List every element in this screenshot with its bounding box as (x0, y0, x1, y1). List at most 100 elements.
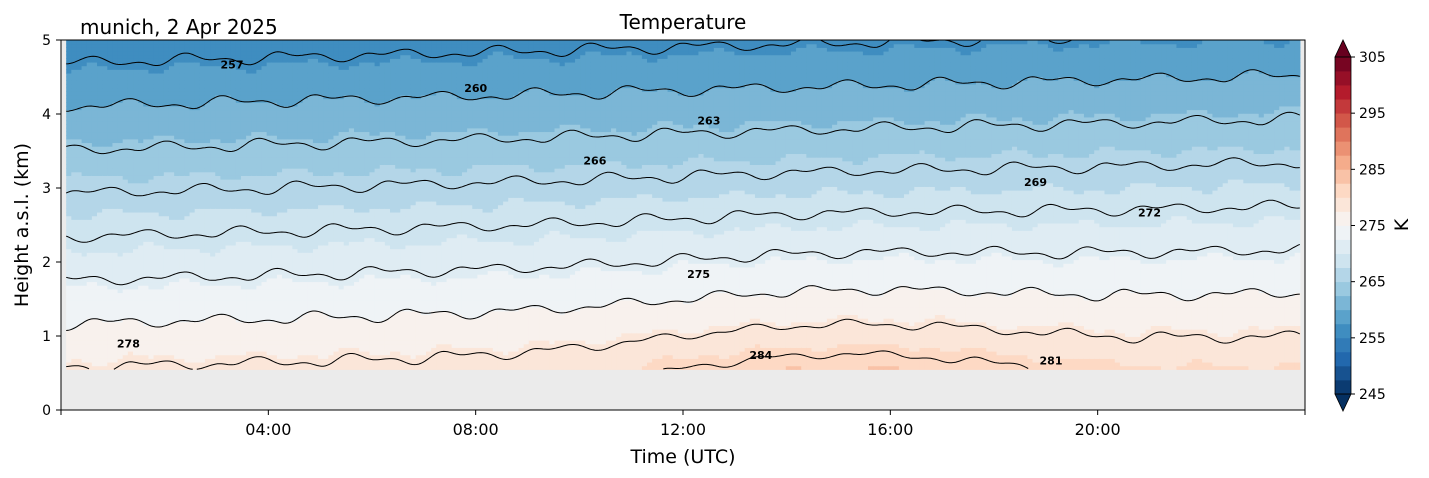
heat-cell (292, 288, 299, 294)
heat-cell (97, 292, 103, 297)
heat-cell (210, 94, 216, 100)
heat-cell (333, 102, 340, 107)
heat-cell (318, 142, 324, 147)
heat-cell (112, 325, 119, 330)
heat-cell (174, 347, 180, 352)
heat-cell (179, 307, 186, 312)
heat-cell (71, 318, 78, 323)
heat-cell (261, 72, 268, 78)
heat-cell (230, 285, 237, 290)
heat-cell (210, 255, 216, 261)
heat-cell (138, 105, 144, 111)
heat-cell (323, 226, 329, 231)
heat-cell (102, 208, 108, 213)
heat-cell (107, 361, 114, 367)
heat-cell (318, 292, 324, 297)
heat-cell (117, 83, 124, 89)
heat-cell (240, 336, 247, 341)
heat-cell (318, 190, 324, 195)
heat-cell (343, 116, 350, 122)
heat-cell (102, 138, 108, 144)
heat-cell (199, 226, 206, 231)
heat-cell (348, 259, 355, 264)
heat-cell (158, 318, 165, 323)
heat-cell (86, 58, 93, 63)
heat-cell (323, 127, 329, 133)
heat-cell (86, 124, 93, 129)
heat-cell (127, 190, 134, 195)
heat-cell (240, 303, 247, 308)
heat-cell (122, 160, 129, 165)
heat-cell (312, 263, 319, 268)
heat-cell (66, 332, 72, 337)
heat-cell (266, 58, 273, 63)
heat-cell (143, 222, 150, 228)
heat-cell (127, 266, 134, 272)
heat-cell (112, 58, 119, 63)
heat-cell (323, 80, 329, 85)
heat-cell (210, 270, 216, 275)
heat-cell (133, 200, 139, 206)
heat-cell (297, 325, 304, 330)
heat-cell (81, 303, 88, 308)
heat-cell (323, 354, 329, 359)
heat-cell (168, 40, 175, 45)
heat-cell (276, 50, 283, 56)
heat-cell (204, 241, 211, 246)
heat-cell (287, 83, 293, 89)
heat-cell (323, 135, 329, 140)
heat-cell (194, 255, 201, 261)
heat-cell (343, 102, 350, 107)
heat-cell (240, 292, 247, 297)
heat-cell (297, 69, 304, 74)
heat-cell (102, 241, 108, 246)
heat-cell (292, 255, 299, 261)
heat-cell (220, 358, 227, 363)
heat-cell (292, 61, 299, 67)
heat-cell (266, 50, 273, 56)
heat-cell (210, 91, 216, 96)
heat-cell (112, 252, 119, 257)
heat-cell (328, 197, 335, 202)
heat-cell (256, 83, 263, 89)
heat-cell (215, 190, 221, 195)
heat-cell (138, 124, 144, 129)
heat-cell (266, 343, 273, 348)
heat-cell (312, 120, 319, 125)
heat-cell (210, 266, 216, 272)
heat-cell (107, 277, 114, 283)
heat-cell (210, 164, 216, 169)
heat-cell (184, 347, 191, 352)
heat-cell (158, 91, 165, 96)
heat-cell (204, 248, 211, 253)
heat-cell (66, 168, 72, 173)
heat-cell (230, 343, 237, 348)
heat-cell (71, 171, 78, 176)
heat-cell (127, 193, 134, 198)
heat-cell (199, 307, 206, 312)
heat-cell (328, 208, 335, 213)
heat-cell (240, 171, 247, 176)
heat-cell (271, 354, 278, 359)
heat-cell (91, 131, 98, 136)
heat-cell (97, 299, 103, 305)
heat-cell (204, 80, 211, 85)
heat-cell (102, 91, 108, 96)
heat-cell (71, 307, 78, 312)
heat-cell (199, 215, 206, 220)
heat-cell (282, 226, 288, 231)
heat-cell (230, 233, 237, 239)
heat-cell (168, 94, 175, 100)
heat-cell (122, 233, 129, 239)
heat-cell (133, 61, 139, 67)
heat-cell (127, 332, 134, 337)
heat-cell (127, 277, 134, 283)
heat-cell (184, 292, 191, 297)
heat-cell (112, 72, 119, 78)
heat-cell (338, 307, 345, 312)
heat-cell (112, 332, 119, 337)
heat-cell (179, 135, 186, 140)
heat-cell (204, 124, 211, 129)
heat-cell (127, 40, 134, 45)
heat-cell (97, 160, 103, 165)
